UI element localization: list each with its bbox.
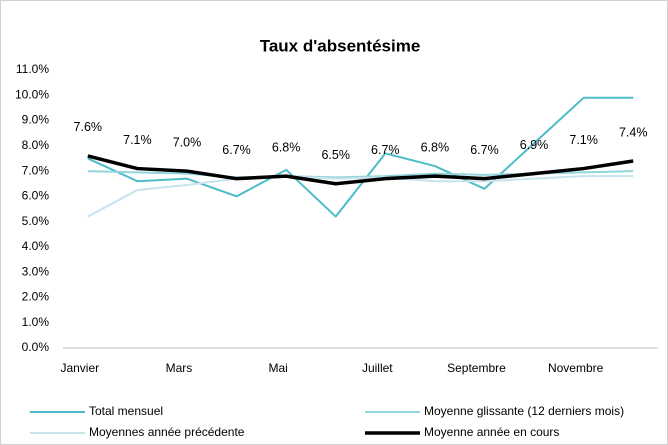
- data-label: 6.9%: [520, 138, 549, 152]
- y-tick-label: 4.0%: [22, 239, 50, 253]
- y-tick-label: 2.0%: [22, 290, 50, 304]
- x-tick-label: Mai: [268, 361, 287, 375]
- legend-label: Moyenne année en cours: [424, 425, 559, 439]
- legend-label: Moyennes année précédente: [89, 425, 245, 439]
- x-tick-label: Juillet: [362, 361, 393, 375]
- x-tick-label: Novembre: [548, 361, 604, 375]
- series-line: [87, 175, 634, 218]
- y-tick-label: 9.0%: [22, 113, 50, 127]
- y-tick-label: 5.0%: [22, 214, 50, 228]
- data-label: 6.8%: [421, 140, 450, 154]
- data-label: 7.1%: [569, 133, 598, 147]
- x-tick-label: Janvier: [60, 361, 99, 375]
- x-tick-label: Mars: [166, 361, 193, 375]
- series-line: [87, 154, 634, 186]
- y-tick-label: 8.0%: [22, 138, 50, 152]
- y-tick-label: 11.0%: [16, 62, 49, 76]
- data-label: 6.7%: [222, 143, 251, 157]
- y-tick-label: 1.0%: [22, 315, 50, 329]
- data-label: 7.1%: [123, 133, 152, 147]
- data-label: 6.7%: [470, 143, 499, 157]
- data-label: 7.6%: [74, 120, 103, 134]
- data-label: 7.4%: [619, 125, 648, 139]
- data-label: 6.5%: [321, 148, 350, 162]
- data-label: 6.7%: [371, 143, 400, 157]
- data-label: 6.8%: [272, 140, 301, 154]
- data-label: 7.0%: [173, 135, 202, 149]
- y-tick-label: 7.0%: [22, 163, 50, 177]
- chart-title: Taux d'absentésime: [260, 36, 421, 55]
- x-tick-label: Septembre: [447, 361, 506, 375]
- y-tick-label: 0.0%: [22, 340, 50, 354]
- y-tick-label: 3.0%: [22, 264, 50, 278]
- y-tick-label: 10.0%: [15, 87, 49, 101]
- series-line: [87, 96, 634, 218]
- y-tick-label: 6.0%: [22, 189, 50, 203]
- legend-label: Total mensuel: [89, 404, 163, 418]
- legend-label: Moyenne glissante (12 derniers mois): [424, 404, 624, 418]
